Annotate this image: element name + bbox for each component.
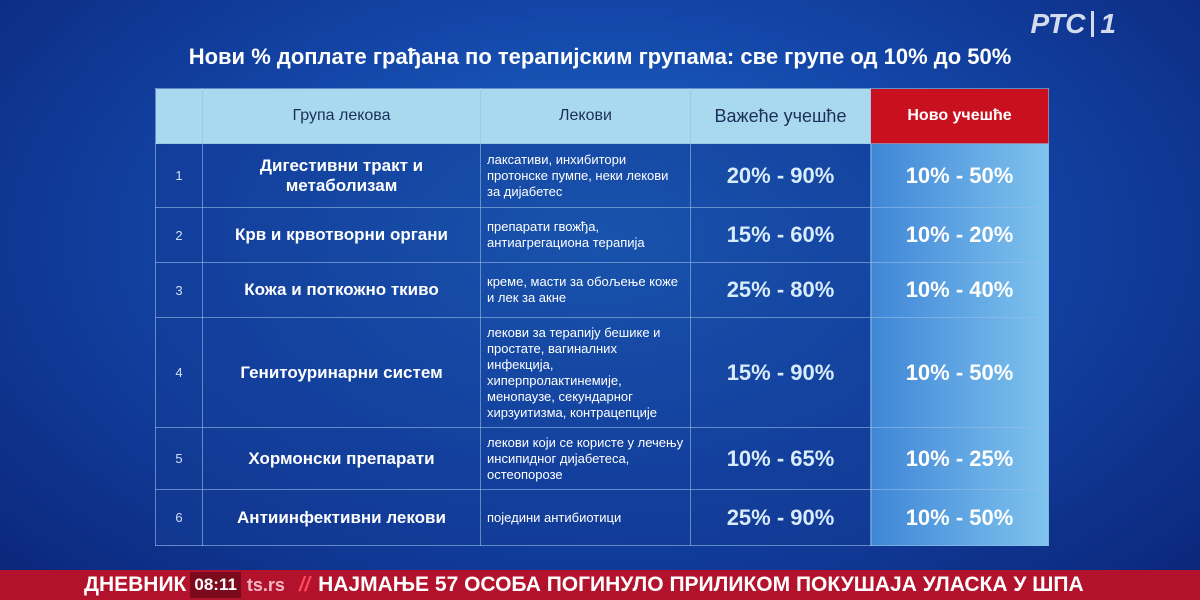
logo: РТС 1 <box>1030 8 1116 40</box>
table-cell: 10% - 40% <box>870 262 1049 318</box>
table-cell: Кожа и поткожно ткиво <box>202 262 481 318</box>
table-cell: 20% - 90% <box>690 143 871 208</box>
table-cell: препарати гвожђа, антиагрегациона терапи… <box>480 207 691 263</box>
table-cell: 10% - 20% <box>870 207 1049 263</box>
separator: // <box>298 573 311 596</box>
table-cell: 25% - 90% <box>690 489 871 546</box>
channel: 1 <box>1100 8 1116 39</box>
show-name: ДНЕВНИК <box>84 573 187 596</box>
table-row: 5 Хормонски препарати лекови који се корис… <box>155 427 1049 490</box>
table-cell: 10% - 65% <box>690 427 871 490</box>
header-cell: Лекови <box>480 88 691 144</box>
time: 08:11 <box>190 572 241 598</box>
table-cell: 5 <box>155 427 203 490</box>
table-cell: Крв и крвотворни органи <box>202 207 481 263</box>
table-row: 6 Антиинфективни лекови поједини антибиоти… <box>155 489 1049 546</box>
table-body: 1 Дигестивни тракт и метаболизам лаксативи… <box>155 143 1049 546</box>
headline: НАЈМАЊЕ 57 ОСОБА ПОГИНУЛО ПРИЛИКОМ ПОКУШ… <box>318 573 1084 596</box>
logo-divider <box>1091 11 1095 37</box>
table-cell: 6 <box>155 489 203 546</box>
table-cell: Генитоуринарни систем <box>202 317 481 428</box>
site: ts.rs <box>246 574 285 595</box>
table-row: 4 Генитоуринарни систем лекови за терапију… <box>155 317 1049 428</box>
header-cell <box>155 88 203 144</box>
table-cell: лекови који се користе у лечењу инсипидн… <box>480 427 691 490</box>
table-cell: Дигестивни тракт и метаболизам <box>202 143 481 208</box>
table-cell: Антиинфективни лекови <box>202 489 481 546</box>
table-cell: 10% - 25% <box>870 427 1049 490</box>
ticker: ДНЕВНИК 08:11 ts.rs // НАЈМАЊЕ 57 ОСОБА … <box>0 570 1200 600</box>
table-cell: 10% - 50% <box>870 317 1049 428</box>
table-cell: 15% - 60% <box>690 207 871 263</box>
table: Група лекова Лекови Важеће учешће Ново учеш… <box>155 88 1049 546</box>
table-cell: лаксативи, инхибитори протонске пумпе, н… <box>480 143 691 208</box>
header-row: Група лекова Лекови Важеће учешће Ново учеш… <box>155 88 1049 144</box>
table-cell: 2 <box>155 207 203 263</box>
header-cell: Група лекова <box>202 88 481 144</box>
title: Нови % доплате грађана по терапијским гр… <box>188 44 1012 69</box>
table-cell: 25% - 80% <box>690 262 871 318</box>
table-cell: 10% - 50% <box>870 143 1049 208</box>
table-row: 2 Крв и крвотворни органи препарати гвожђа… <box>155 207 1049 263</box>
table-cell: 4 <box>155 317 203 428</box>
table-cell: поједини антибиотици <box>480 489 691 546</box>
header-cell: Ново учешће <box>870 88 1049 144</box>
table-row: 1 Дигестивни тракт и метаболизам лаксативи… <box>155 143 1049 208</box>
table-cell: 15% - 90% <box>690 317 871 428</box>
logo-text: РТС <box>1030 8 1086 39</box>
table-row: 3 Кожа и поткожно ткиво креме, масти за об… <box>155 262 1049 318</box>
table-cell: креме, масти за обољење коже и лек за ак… <box>480 262 691 318</box>
header-cell: Важеће учешће <box>690 88 871 144</box>
table-cell: лекови за терапију бешике и простате, ва… <box>480 317 691 428</box>
table-cell: 3 <box>155 262 203 318</box>
table-cell: 10% - 50% <box>870 489 1049 546</box>
table-cell: Хормонски препарати <box>202 427 481 490</box>
table-cell: 1 <box>155 143 203 208</box>
